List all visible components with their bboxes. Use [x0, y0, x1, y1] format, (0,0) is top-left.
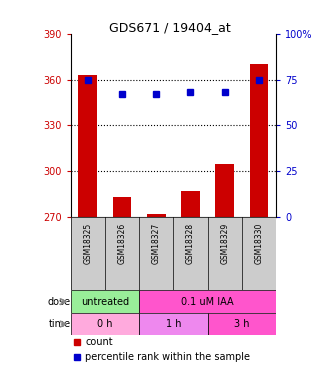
Bar — [139, 313, 208, 335]
Bar — [139, 290, 276, 313]
Text: count: count — [85, 336, 113, 346]
Bar — [78, 75, 97, 217]
Text: GSM18327: GSM18327 — [152, 223, 161, 264]
Text: time: time — [48, 319, 71, 329]
Text: GDS671 / 19404_at: GDS671 / 19404_at — [109, 21, 231, 34]
Bar — [113, 197, 131, 217]
Text: untreated: untreated — [81, 297, 129, 307]
Text: 3 h: 3 h — [234, 319, 249, 329]
Text: dose: dose — [48, 297, 71, 307]
Text: percentile rank within the sample: percentile rank within the sample — [85, 352, 250, 363]
Bar — [71, 313, 139, 335]
Text: GSM18330: GSM18330 — [255, 223, 264, 264]
Text: 1 h: 1 h — [166, 319, 181, 329]
Text: GSM18326: GSM18326 — [117, 223, 126, 264]
Text: GSM18328: GSM18328 — [186, 223, 195, 264]
Text: 0.1 uM IAA: 0.1 uM IAA — [181, 297, 234, 307]
Bar — [71, 290, 139, 313]
Bar — [147, 214, 166, 217]
Bar — [249, 64, 268, 217]
Bar — [181, 191, 200, 217]
Text: GSM18329: GSM18329 — [220, 223, 229, 264]
Bar — [215, 164, 234, 217]
Bar — [208, 313, 276, 335]
Text: GSM18325: GSM18325 — [83, 223, 92, 264]
Text: 0 h: 0 h — [97, 319, 113, 329]
